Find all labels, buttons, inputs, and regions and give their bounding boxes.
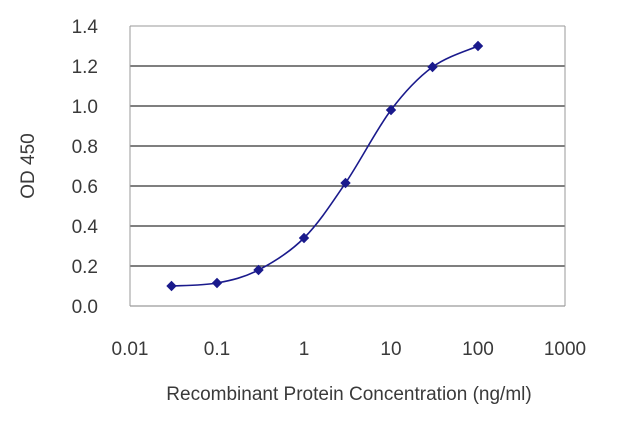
y-tick-label: 0.6 xyxy=(72,177,98,198)
data-point xyxy=(253,264,264,276)
y-tick-label: 1.4 xyxy=(72,17,99,38)
y-tick-label: 0.0 xyxy=(72,297,98,318)
y-axis-title: OD 450 xyxy=(18,133,39,198)
data-point xyxy=(427,61,438,73)
y-tick-labels: 0.0 0.2 0.4 0.6 0.8 1.0 1.2 1.4 xyxy=(72,17,99,318)
data-point xyxy=(340,177,351,189)
x-tick-label: 0.01 xyxy=(112,339,149,360)
data-point xyxy=(166,280,177,292)
plot-area xyxy=(130,26,565,306)
x-tick-labels: 0.01 0.1 1 10 100 1000 xyxy=(112,339,587,360)
y-tick-label: 0.4 xyxy=(72,217,99,238)
series-line xyxy=(171,45,479,287)
x-tick-label: 10 xyxy=(380,339,401,360)
data-point xyxy=(472,40,484,52)
x-tick-label: 1000 xyxy=(544,339,586,360)
series-group xyxy=(166,40,484,292)
x-tick-label: 0.1 xyxy=(204,339,230,360)
data-point xyxy=(298,232,310,244)
x-axis-title: Recombinant Protein Concentration (ng/ml… xyxy=(166,384,531,405)
plot-frame xyxy=(129,25,566,307)
y-tick-label: 0.2 xyxy=(72,257,98,278)
y-tick-label: 1.0 xyxy=(72,97,98,118)
x-tick-label: 1 xyxy=(299,339,310,360)
data-point xyxy=(211,277,223,289)
x-tick-label: 100 xyxy=(462,339,494,360)
y-tick-label: 1.2 xyxy=(72,57,98,78)
y-tick-label: 0.8 xyxy=(72,137,98,158)
data-point xyxy=(385,104,397,116)
